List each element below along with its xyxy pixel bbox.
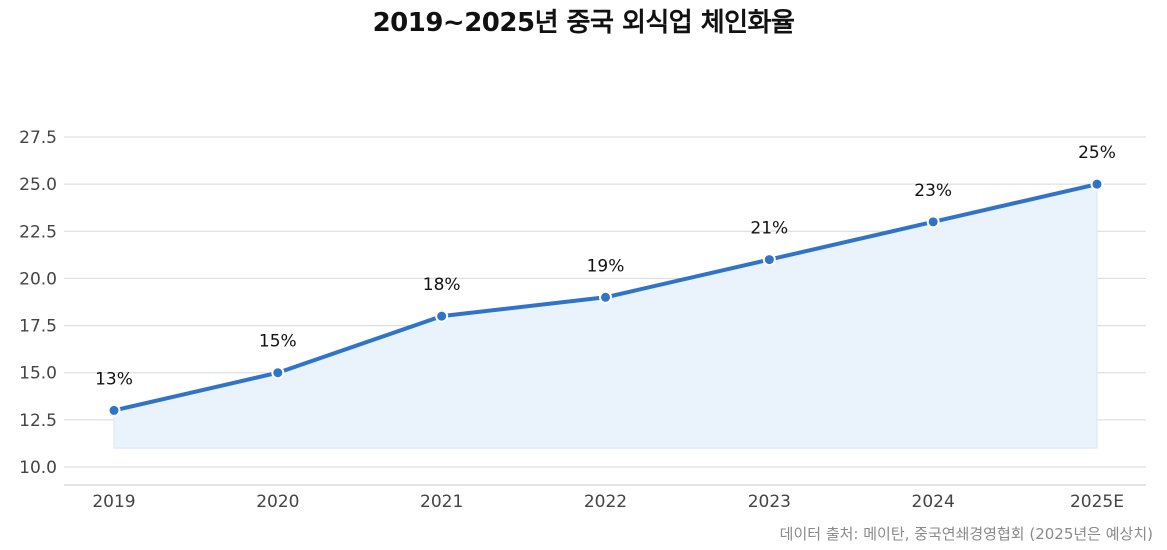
y-tick-label: 10.0: [19, 458, 57, 478]
data-label: 13%: [95, 369, 133, 389]
data-label: 19%: [587, 256, 625, 276]
data-points: [107, 177, 1104, 417]
source-note: 데이터 출처: 메이탄, 중국연쇄경영협회 (2025년은 예상치): [779, 525, 1153, 543]
y-tick-label: 20.0: [19, 269, 57, 289]
data-label: 23%: [914, 181, 952, 201]
data-point: [926, 215, 940, 229]
x-tick-label: 2022: [584, 492, 627, 512]
x-tick-label: 2020: [256, 492, 299, 512]
x-axis-ticks: 2019 2020 2021 2022 2023 2024 2025E: [92, 492, 1124, 512]
y-tick-label: 27.5: [19, 128, 57, 148]
data-label: 15%: [259, 332, 297, 352]
data-point: [1090, 177, 1104, 191]
data-label: 25%: [1078, 143, 1116, 163]
data-point: [271, 366, 285, 380]
data-point: [435, 309, 449, 323]
data-label: 21%: [750, 219, 788, 239]
y-tick-label: 25.0: [19, 175, 57, 195]
y-tick-label: 17.5: [19, 317, 57, 337]
x-tick-label: 2025E: [1070, 492, 1124, 512]
data-point: [599, 290, 612, 304]
x-tick-label: 2023: [748, 492, 791, 512]
area-fill: [113, 183, 1098, 449]
area-fill-layer: [113, 183, 1098, 449]
data-point: [762, 253, 776, 267]
chart-title: 2019~2025년 중국 외식업 체인화율: [372, 8, 795, 38]
data-label: 18%: [423, 275, 461, 295]
data-point: [107, 403, 121, 417]
x-tick-label: 2019: [92, 492, 135, 512]
x-tick-label: 2024: [912, 492, 955, 512]
data-labels: 13% 15% 18% 19% 21% 23% 25%: [95, 143, 1116, 389]
y-axis-ticks: 10.0 12.5 15.0 17.5 20.0 22.5 25.0 27.5: [19, 128, 57, 478]
y-tick-label: 22.5: [19, 222, 57, 242]
x-tick-label: 2021: [420, 492, 463, 512]
y-tick-label: 15.0: [19, 364, 57, 384]
y-tick-label: 12.5: [19, 411, 57, 431]
